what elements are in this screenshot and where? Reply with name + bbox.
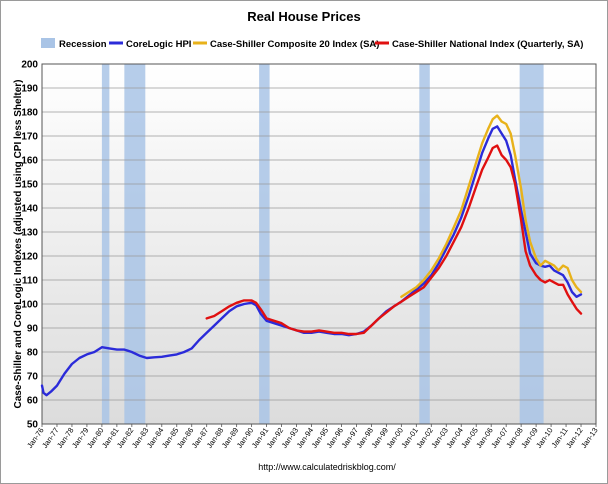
series-line-3 [205, 144, 583, 336]
y-tick-label: 70 [27, 372, 39, 383]
y-tick-label: 90 [27, 324, 39, 335]
chart-title: Real House Prices [247, 9, 360, 24]
recession-band-0 [101, 64, 110, 424]
y-tick-label: 60 [27, 396, 39, 407]
y-tick-label: 50 [27, 420, 39, 431]
y-tick-label: 140 [21, 204, 38, 215]
legend-label-csnational: Case-Shiller National Index (Quarterly, … [392, 39, 583, 50]
recession-band-3 [419, 64, 430, 424]
y-tick-label: 80 [27, 348, 39, 359]
y-tick-label: 160 [21, 156, 38, 167]
series-lines [40, 114, 583, 397]
y-tick-label: 130 [21, 228, 38, 239]
y-tick-label: 170 [21, 132, 38, 143]
recession-band-2 [259, 64, 270, 424]
legend-label-recession: Recession [59, 39, 107, 50]
legend-label-corelogic: CoreLogic HPI [126, 39, 191, 50]
plot-border [41, 63, 597, 425]
y-tick-label: 190 [21, 84, 38, 95]
y-tick-label: 120 [21, 252, 38, 263]
legend-swatch-recession [41, 38, 55, 48]
legend-label-cs20: Case-Shiller Composite 20 Index (SA) [210, 39, 379, 50]
y-tick-label: 180 [21, 108, 38, 119]
recession-band-1 [124, 64, 146, 424]
source-url: http://www.calculatedriskblog.com/ [258, 462, 396, 472]
y-axis-ticks: 50 60 70 80 90 100 110 120 130 140 150 160 170 180 190… [21, 60, 38, 431]
series-line-2 [400, 114, 583, 298]
y-tick-label: 200 [21, 60, 38, 71]
legend: Recession CoreLogic HPI Case-Shiller Com… [41, 38, 583, 50]
y-tick-label: 110 [22, 276, 39, 287]
x-axis-ticks: Jan-76Jan-77Jan-78Jan-79Jan-80Jan-81Jan-… [25, 424, 600, 450]
y-tick-label: 100 [21, 300, 38, 311]
y-axis-label: Case-Shiller and CoreLogic Indexes (adju… [13, 80, 24, 409]
y-tick-label: 150 [21, 180, 38, 191]
